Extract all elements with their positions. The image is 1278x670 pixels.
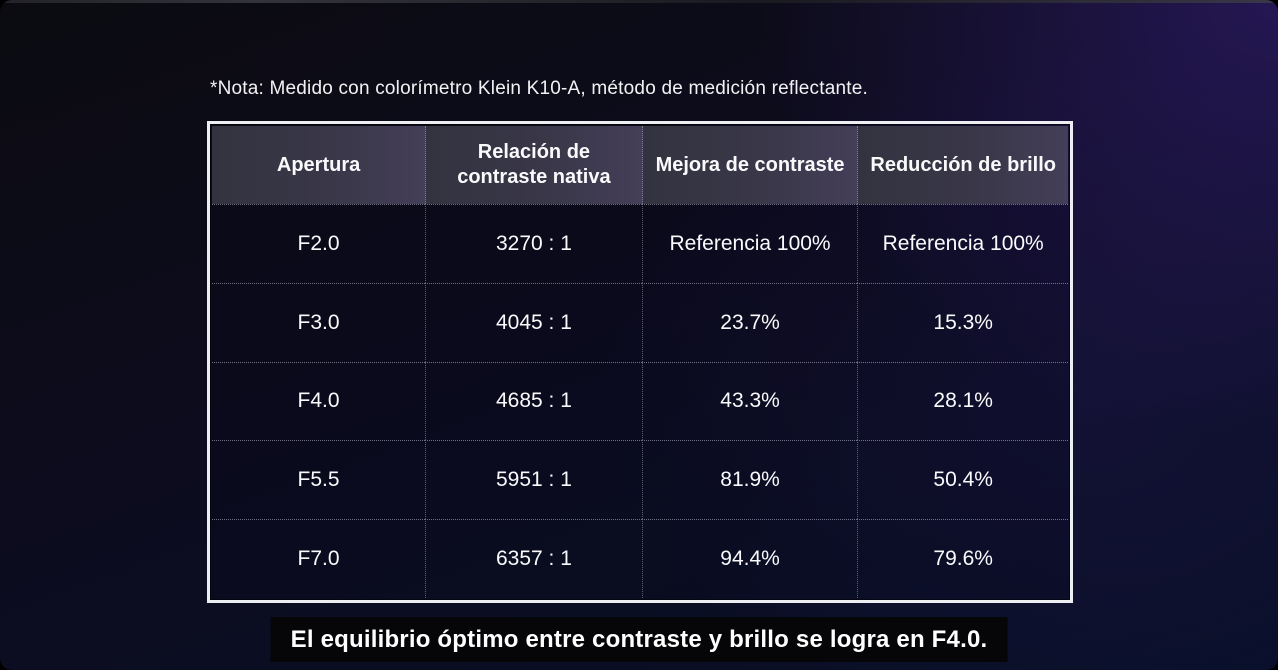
table-cell: F4.0	[212, 361, 426, 441]
col-header-native-contrast: Relación de contraste nativa	[425, 126, 642, 204]
table-cell: 6357 : 1	[425, 519, 642, 598]
table-grid: Apertura Relación de contraste nativa Me…	[212, 126, 1068, 598]
table-cell: 43.3%	[641, 361, 858, 441]
col-header-brightness-reduction: Reducción de brillo	[857, 126, 1068, 204]
table-cell: 15.3%	[857, 282, 1068, 362]
subtitle-caption: El equilibrio óptimo entre contraste y b…	[270, 617, 1008, 662]
table-cell: 5951 : 1	[425, 440, 642, 520]
col-header-contrast-improvement: Mejora de contraste	[641, 126, 858, 204]
table-cell: 4685 : 1	[425, 361, 642, 441]
table-cell: 28.1%	[857, 361, 1068, 441]
aperture-measurement-table: Apertura Relación de contraste nativa Me…	[207, 121, 1073, 603]
table-cell: 81.9%	[641, 440, 858, 520]
table-cell: 23.7%	[641, 282, 858, 362]
col-header-aperture: Apertura	[212, 126, 426, 204]
table-cell: F7.0	[212, 519, 426, 598]
table-cell: 50.4%	[857, 440, 1068, 520]
table-cell: F2.0	[212, 204, 426, 283]
table-cell: F5.5	[212, 440, 426, 519]
table-cell: 3270 : 1	[425, 204, 642, 283]
table-cell: Referencia 100%	[857, 204, 1068, 283]
table-cell: 4045 : 1	[425, 282, 642, 362]
table-cell: F3.0	[212, 282, 426, 362]
table-cell: 94.4%	[641, 519, 858, 598]
table-cell: 79.6%	[857, 519, 1068, 598]
frame-top-highlight	[0, 0, 1278, 3]
table-cell: Referencia 100%	[641, 204, 858, 283]
measurement-note: *Nota: Medido con colorímetro Klein K10-…	[210, 78, 868, 99]
